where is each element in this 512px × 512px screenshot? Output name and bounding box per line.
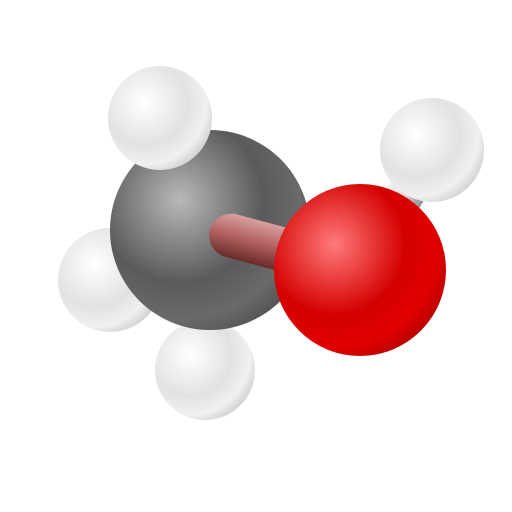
molecule-scene bbox=[0, 0, 512, 512]
atom-O bbox=[274, 184, 446, 356]
atom-H1 bbox=[108, 66, 212, 170]
atom-H3 bbox=[155, 320, 255, 420]
atom-H4 bbox=[380, 98, 484, 202]
